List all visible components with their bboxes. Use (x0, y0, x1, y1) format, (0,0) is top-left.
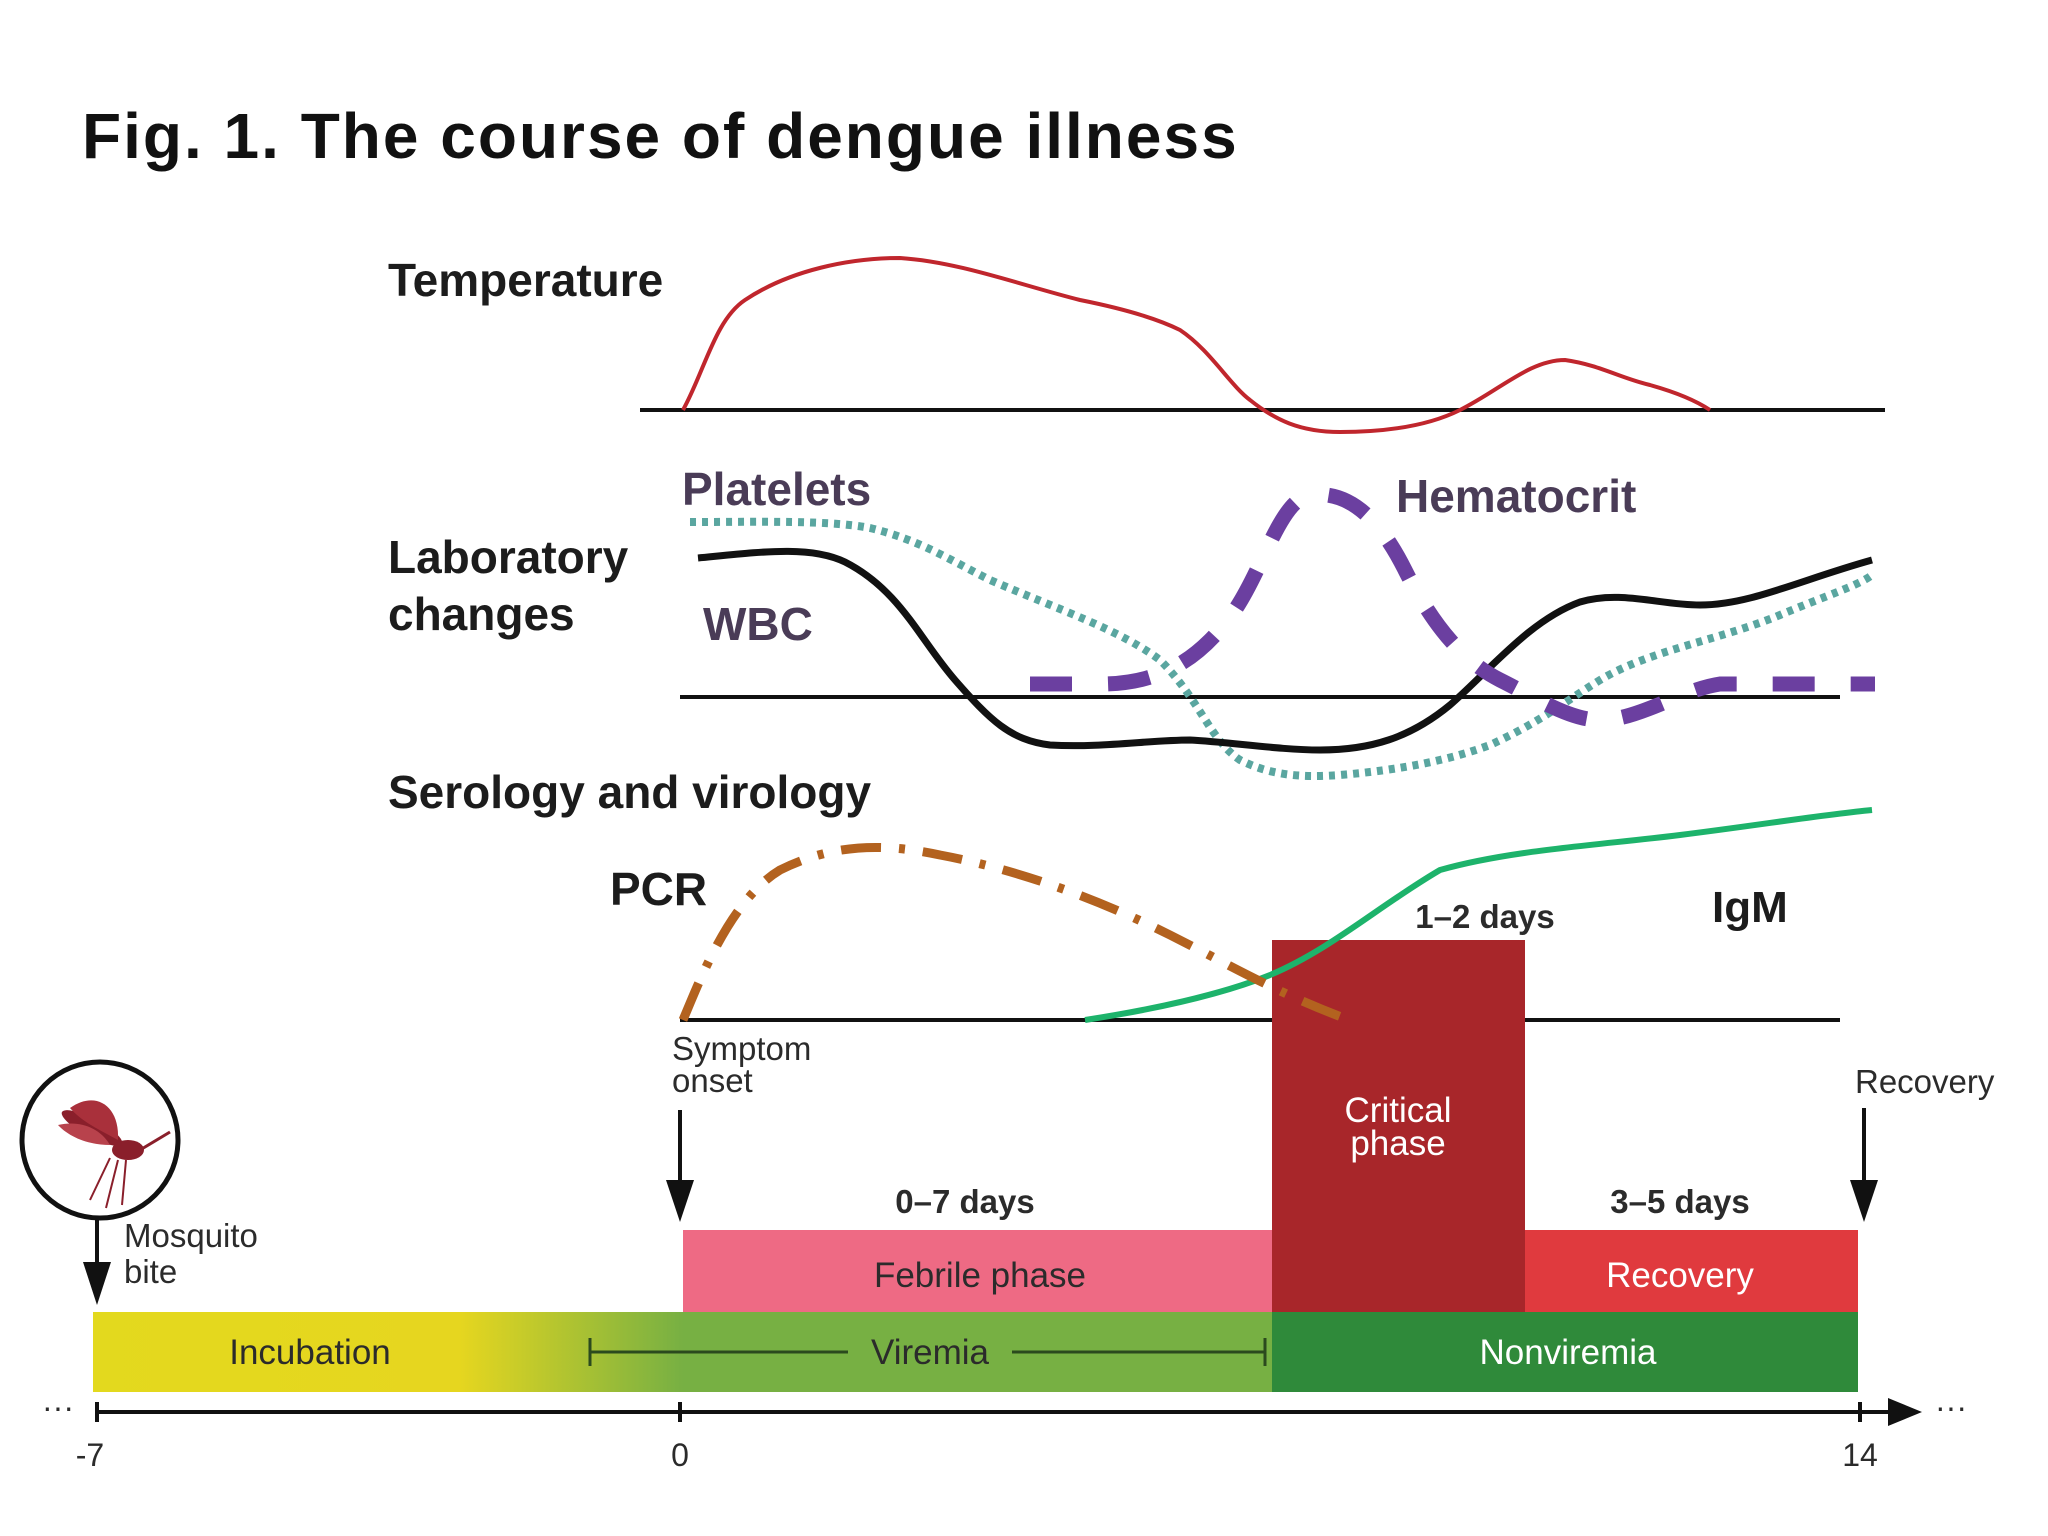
symptom-onset-arrow (666, 1110, 694, 1222)
temperature-header: Temperature (388, 254, 663, 306)
incubation-bar (93, 1312, 683, 1392)
hematocrit-curve (1030, 486, 1875, 728)
pcr-curve (678, 842, 1357, 1027)
recovery-event-arrow (1850, 1108, 1878, 1222)
febrile-phase-label: Febrile phase (874, 1256, 1086, 1295)
axis-ellipsis-right: ··· (1935, 1389, 1967, 1425)
serology-header: Serology and virology (388, 766, 872, 818)
hematocrit-label: Hematocrit (1396, 470, 1636, 522)
axis-tick-label-0: 0 (671, 1437, 689, 1473)
recovery-duration: 3–5 days (1610, 1183, 1749, 1220)
mosquito-bite-label-line2: bite (124, 1253, 177, 1290)
critical-phase-label-line2: phase (1350, 1124, 1445, 1163)
axis-ellipsis-left: ··· (42, 1389, 74, 1425)
recovery-phase-label: Recovery (1606, 1256, 1754, 1295)
pcr-label: PCR (610, 863, 707, 915)
viremia-range-marker (588, 1338, 1267, 1366)
mosquito-bite-label-line1: Mosquito (124, 1217, 258, 1254)
mosquito-icon (19, 1059, 181, 1221)
time-axis (95, 1398, 1922, 1426)
wbc-curve (697, 547, 1873, 754)
recovery-event-label: Recovery (1855, 1063, 1995, 1100)
symptom-onset-label-line1: Symptom (672, 1030, 811, 1067)
temperature-curve (681, 255, 1712, 435)
laboratory-header-line1: Laboratory (388, 531, 629, 583)
febrile-duration: 0–7 days (895, 1183, 1034, 1220)
laboratory-header-line2: changes (388, 588, 575, 640)
igm-curve (1084, 807, 1873, 1023)
platelets-label: Platelets (682, 463, 871, 515)
recovery-phase-bar (1525, 1230, 1858, 1312)
incubation-label: Incubation (229, 1333, 391, 1372)
platelets-curve (689, 517, 1875, 781)
axis-tick-label-minus7: -7 (76, 1437, 104, 1473)
critical-duration: 1–2 days (1415, 898, 1554, 935)
nonviremia-bar (1272, 1312, 1858, 1392)
symptom-onset-label-line2: onset (672, 1062, 753, 1099)
febrile-phase-bar (683, 1230, 1272, 1312)
viremia-label: Viremia (871, 1333, 990, 1372)
nonviremia-label: Nonviremia (1480, 1333, 1658, 1372)
axis-tick-label-14: 14 (1842, 1437, 1878, 1473)
igm-label: IgM (1712, 883, 1788, 932)
critical-phase-label-line1: Critical (1345, 1091, 1452, 1130)
figure-title: Fig. 1. The course of dengue illness (82, 100, 1239, 172)
wbc-label: WBC (703, 598, 813, 650)
